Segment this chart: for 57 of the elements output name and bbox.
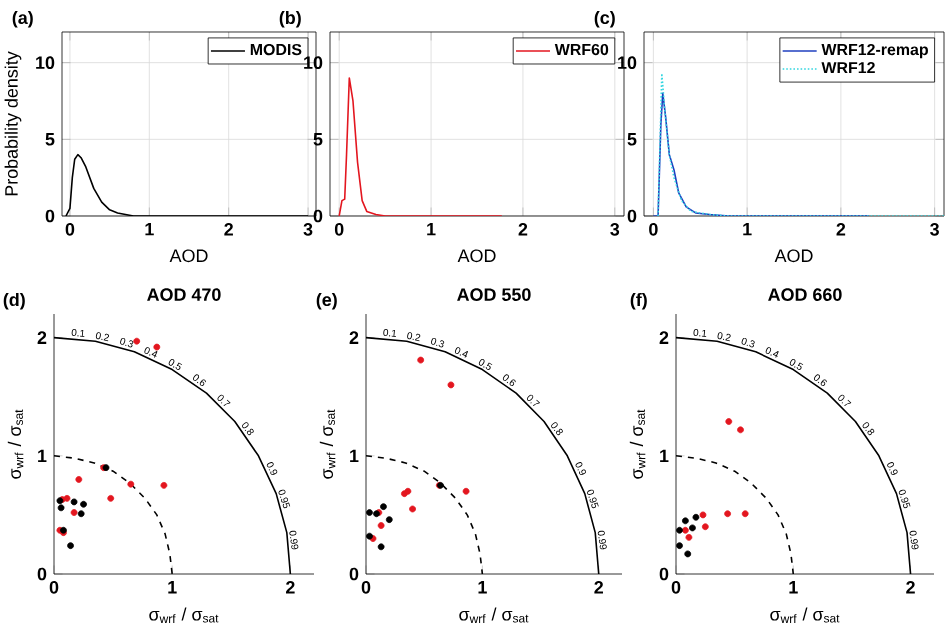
y-axis-title: σ$_{wrf}$ / σ$_{sat}$	[319, 409, 336, 479]
x-tick-label: 1	[789, 581, 798, 594]
y-axis-title: σ$_{wrf}$ / σ$_{sat}$	[7, 409, 24, 479]
y-tick-label: 0	[313, 209, 323, 223]
y-tick-label: 0	[627, 209, 637, 223]
text: (e)	[316, 292, 337, 310]
text: (b)	[279, 10, 301, 28]
y-tick-label: 0	[349, 567, 359, 581]
chart-title: AOD 660	[768, 288, 842, 301]
text: (a)	[12, 10, 33, 28]
x-tick-label: 2	[594, 581, 603, 594]
x-tick-label: 2	[224, 223, 233, 236]
x-axis-title: AOD	[774, 249, 813, 263]
y-axis-title: σ$_{wrf}$ / σ$_{sat}$	[629, 409, 646, 479]
y-tick-label: 5	[627, 133, 637, 146]
y-tick-label: 5	[313, 133, 323, 146]
text: (c)	[594, 10, 615, 28]
x-tick-label: 1	[145, 223, 154, 236]
y-axis-title: Probability density	[4, 51, 22, 196]
y-tick-label: 5	[45, 133, 55, 146]
x-tick-label: 0	[334, 223, 344, 236]
x-tick-label: 0	[361, 581, 371, 594]
x-tick-label: 1	[478, 581, 487, 594]
y-tick-label: 1	[660, 449, 669, 462]
x-tick-label: 1	[427, 223, 436, 236]
x-tick-label: 3	[610, 223, 620, 236]
y-tick-label: 2	[37, 331, 47, 344]
x-axis-title: AOD	[457, 249, 496, 263]
x-tick-label: 2	[836, 223, 846, 236]
x-tick-label: 2	[286, 581, 295, 594]
y-tick-label: 1	[38, 449, 47, 462]
x-tick-label: 3	[930, 223, 939, 236]
y-tick-label: 0	[37, 567, 47, 581]
x-tick-label: 0	[671, 581, 681, 594]
chart-title: AOD 550	[457, 288, 531, 301]
y-tick-label: 2	[349, 331, 359, 344]
y-tick-label: 1	[350, 449, 359, 462]
x-tick-label: 2	[906, 581, 915, 594]
x-axis-title: σ$_{wrf}$ / σ$_{sat}$	[459, 607, 529, 623]
y-tick-label: 10	[36, 56, 55, 70]
x-tick-label: 0	[649, 223, 658, 236]
y-tick-label: 0	[659, 567, 669, 581]
y-tick-label: 10	[304, 56, 323, 70]
text: (d)	[3, 292, 25, 310]
x-axis-title: σ$_{wrf}$ / σ$_{sat}$	[770, 607, 840, 623]
y-tick-label: 10	[618, 56, 637, 70]
x-tick-label: 1	[168, 581, 177, 594]
x-tick-label: 1	[743, 223, 752, 236]
y-tick-label: 2	[659, 331, 669, 344]
text: (f)	[630, 292, 647, 310]
x-tick-label: 3	[303, 223, 313, 236]
x-tick-label: 0	[65, 223, 75, 236]
x-axis-title: σ$_{wrf}$ / σ$_{sat}$	[149, 607, 219, 623]
x-tick-label: 2	[518, 223, 528, 236]
x-axis-title: AOD	[169, 249, 208, 263]
chart-title: AOD 470	[147, 288, 221, 301]
y-tick-label: 0	[45, 209, 55, 223]
